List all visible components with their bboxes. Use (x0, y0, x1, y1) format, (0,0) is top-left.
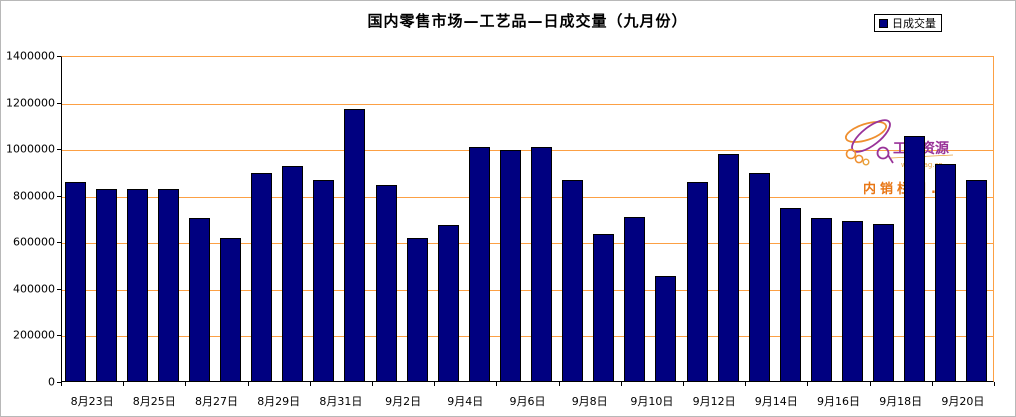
x-tick-label: 8月25日 (132, 395, 176, 408)
x-axis-tick (869, 382, 871, 386)
bar (344, 109, 366, 381)
bar (64, 182, 86, 381)
tagline-text: 内销栏目. (863, 181, 940, 197)
chart-title: 国内零售市场—工艺品—日成交量（九月份） (367, 12, 688, 30)
legend-swatch-icon (879, 18, 888, 28)
x-axis-tick (247, 382, 249, 386)
x-axis-tick (994, 382, 995, 386)
bar (531, 147, 552, 381)
y-axis-labels: 0 200000 400000 600000 800000 1000000 1200000 1… (1, 50, 55, 389)
x-axis-tick (931, 382, 933, 386)
x-axis-tick (309, 382, 311, 386)
bar (188, 218, 210, 381)
x-axis-tick (434, 382, 436, 386)
x-axis-tick (745, 382, 747, 386)
y-tick-label: 400000 (13, 282, 55, 296)
y-axis-tick (57, 195, 61, 197)
x-tick-label: 9月12日 (692, 395, 736, 408)
bar (655, 276, 677, 381)
bar (779, 208, 801, 381)
bar (842, 221, 863, 381)
bar (282, 166, 304, 381)
plot-area: 工艺资源 www.cag.cn 内销栏目. (61, 56, 994, 382)
y-axis-tick (57, 382, 61, 383)
dragonfly-icon (844, 119, 894, 166)
gridline (62, 289, 993, 291)
x-axis-tick (61, 382, 62, 386)
bar (624, 217, 646, 381)
x-axis-tick (372, 382, 373, 386)
x-axis-tick (185, 382, 187, 386)
gridline (62, 150, 993, 152)
y-tick-label: 200000 (13, 328, 55, 342)
bar (748, 173, 770, 381)
y-tick-label: 0 (48, 375, 55, 389)
x-tick-label: 9月4日 (447, 395, 484, 408)
legend: 日成交量 (874, 14, 942, 32)
x-axis-tick (496, 382, 498, 386)
x-tick-label: 9月2日 (385, 395, 422, 408)
y-tick-label: 1000000 (6, 142, 55, 156)
y-axis-tick (57, 288, 61, 290)
bar (717, 154, 739, 381)
y-tick-label: 1200000 (6, 96, 55, 110)
bar (251, 173, 273, 381)
y-axis-tick (57, 335, 61, 337)
x-axis-labels: 8月23日 8月25日 8月27日 8月29日 8月31日 9月2日 9月4日 9月6日 9月8… (61, 393, 994, 409)
x-tick-label: 9月10日 (630, 395, 674, 408)
x-tick-label: 8月23日 (70, 395, 114, 408)
y-tick-label: 1400000 (6, 49, 55, 63)
y-axis-tick (57, 56, 61, 57)
gridline (62, 196, 993, 198)
bar (220, 238, 241, 381)
bar (499, 150, 521, 381)
bar (437, 225, 459, 381)
y-axis-tick (57, 149, 61, 151)
bar (95, 189, 117, 381)
bar (593, 234, 615, 381)
bar (935, 164, 957, 381)
y-tick-label: 800000 (13, 189, 55, 203)
bar (375, 185, 397, 381)
x-tick-label: 8月29日 (257, 395, 301, 408)
y-axis-tick (57, 242, 61, 244)
bar (406, 238, 428, 381)
x-tick-label: 9月6日 (509, 395, 546, 408)
bar (873, 224, 895, 381)
y-tick-label: 600000 (13, 235, 55, 249)
legend-label: 日成交量 (892, 17, 936, 30)
x-tick-label: 9月14日 (754, 395, 798, 408)
bar (966, 180, 988, 381)
x-tick-label: 8月31日 (319, 395, 363, 408)
gridline (62, 243, 993, 245)
x-tick-label: 9月18日 (879, 395, 923, 408)
gridline (62, 336, 993, 338)
x-axis-tick (620, 382, 622, 386)
bar (686, 182, 708, 381)
x-tick-label: 8月27日 (195, 395, 238, 408)
bar (810, 218, 832, 381)
x-axis-tick (807, 382, 809, 386)
bar (904, 136, 926, 381)
x-axis-tick (123, 382, 125, 386)
bar (313, 180, 335, 381)
x-tick-label: 9月8日 (571, 395, 608, 408)
bar (157, 189, 179, 381)
bar (126, 189, 148, 381)
x-axis-tick (683, 382, 684, 386)
gridline (62, 103, 993, 105)
bar (562, 180, 584, 381)
bar (468, 147, 490, 381)
x-axis-tick (558, 382, 560, 386)
x-tick-label: 9月16日 (817, 395, 860, 408)
y-axis-tick (57, 102, 61, 104)
x-tick-label: 9月20日 (941, 395, 985, 408)
